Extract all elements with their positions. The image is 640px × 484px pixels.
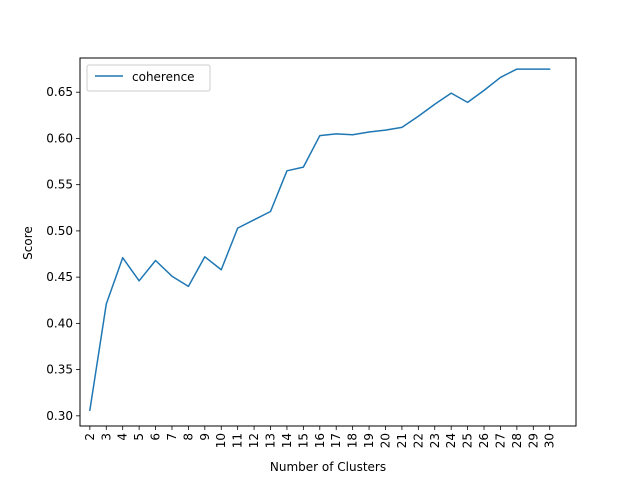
x-tick-label: 19 <box>362 433 376 448</box>
x-tick-label: 5 <box>132 433 146 441</box>
y-axis-label: Score <box>21 226 35 260</box>
x-tick-label: 2 <box>83 433 97 441</box>
x-tick-label: 30 <box>543 433 557 448</box>
x-tick-label: 24 <box>444 433 458 448</box>
x-tick-label: 16 <box>313 433 327 448</box>
x-tick-label: 6 <box>149 433 163 441</box>
y-tick-label: 0.65 <box>46 85 73 99</box>
y-tick-label: 0.55 <box>46 178 73 192</box>
legend: coherence <box>86 64 211 92</box>
plot-area <box>79 57 577 427</box>
y-tick-label: 0.60 <box>46 131 73 145</box>
x-tick-label: 3 <box>99 433 113 441</box>
x-axis-ticks: 2 3 4 5 6 7 8 9 10 11 12 13 14 15 16 17 18 19 20 21 22 23 24 25… <box>83 426 557 448</box>
x-axis-label: Number of Clusters <box>270 460 386 474</box>
y-tick-label: 0.40 <box>46 316 73 330</box>
x-tick-label: 13 <box>264 433 278 448</box>
x-tick-label: 17 <box>329 433 343 448</box>
x-tick-label: 20 <box>378 433 392 448</box>
x-tick-label: 25 <box>461 433 475 448</box>
x-tick-label: 4 <box>116 433 130 441</box>
y-tick-label: 0.30 <box>46 409 73 423</box>
x-tick-label: 22 <box>411 433 425 448</box>
x-tick-label: 11 <box>231 433 245 448</box>
series-line-coherence <box>89 68 551 412</box>
x-tick-label: 27 <box>493 433 507 448</box>
x-tick-label: 21 <box>395 433 409 448</box>
x-tick-label: 12 <box>247 433 261 448</box>
x-tick-label: 7 <box>165 433 179 441</box>
x-tick-label: 28 <box>510 433 524 448</box>
legend-label-coherence: coherence <box>132 70 195 84</box>
x-tick-label: 8 <box>181 433 195 441</box>
x-tick-label: 9 <box>198 433 212 441</box>
y-tick-label: 0.50 <box>46 224 73 238</box>
x-tick-label: 23 <box>428 433 442 448</box>
x-tick-label: 14 <box>280 433 294 448</box>
y-tick-label: 0.35 <box>46 363 73 377</box>
x-tick-label: 15 <box>296 433 310 448</box>
x-tick-label: 10 <box>214 433 228 448</box>
axes-frame <box>79 57 577 427</box>
y-tick-label: 0.45 <box>46 270 73 284</box>
x-tick-label: 29 <box>526 433 540 448</box>
legend-frame <box>86 64 211 92</box>
x-tick-label: 26 <box>477 433 491 448</box>
y-axis-ticks: 0.30 0.35 0.40 0.45 0.50 0.55 0.60 0.65 <box>46 85 80 423</box>
x-tick-label: 18 <box>346 433 360 448</box>
